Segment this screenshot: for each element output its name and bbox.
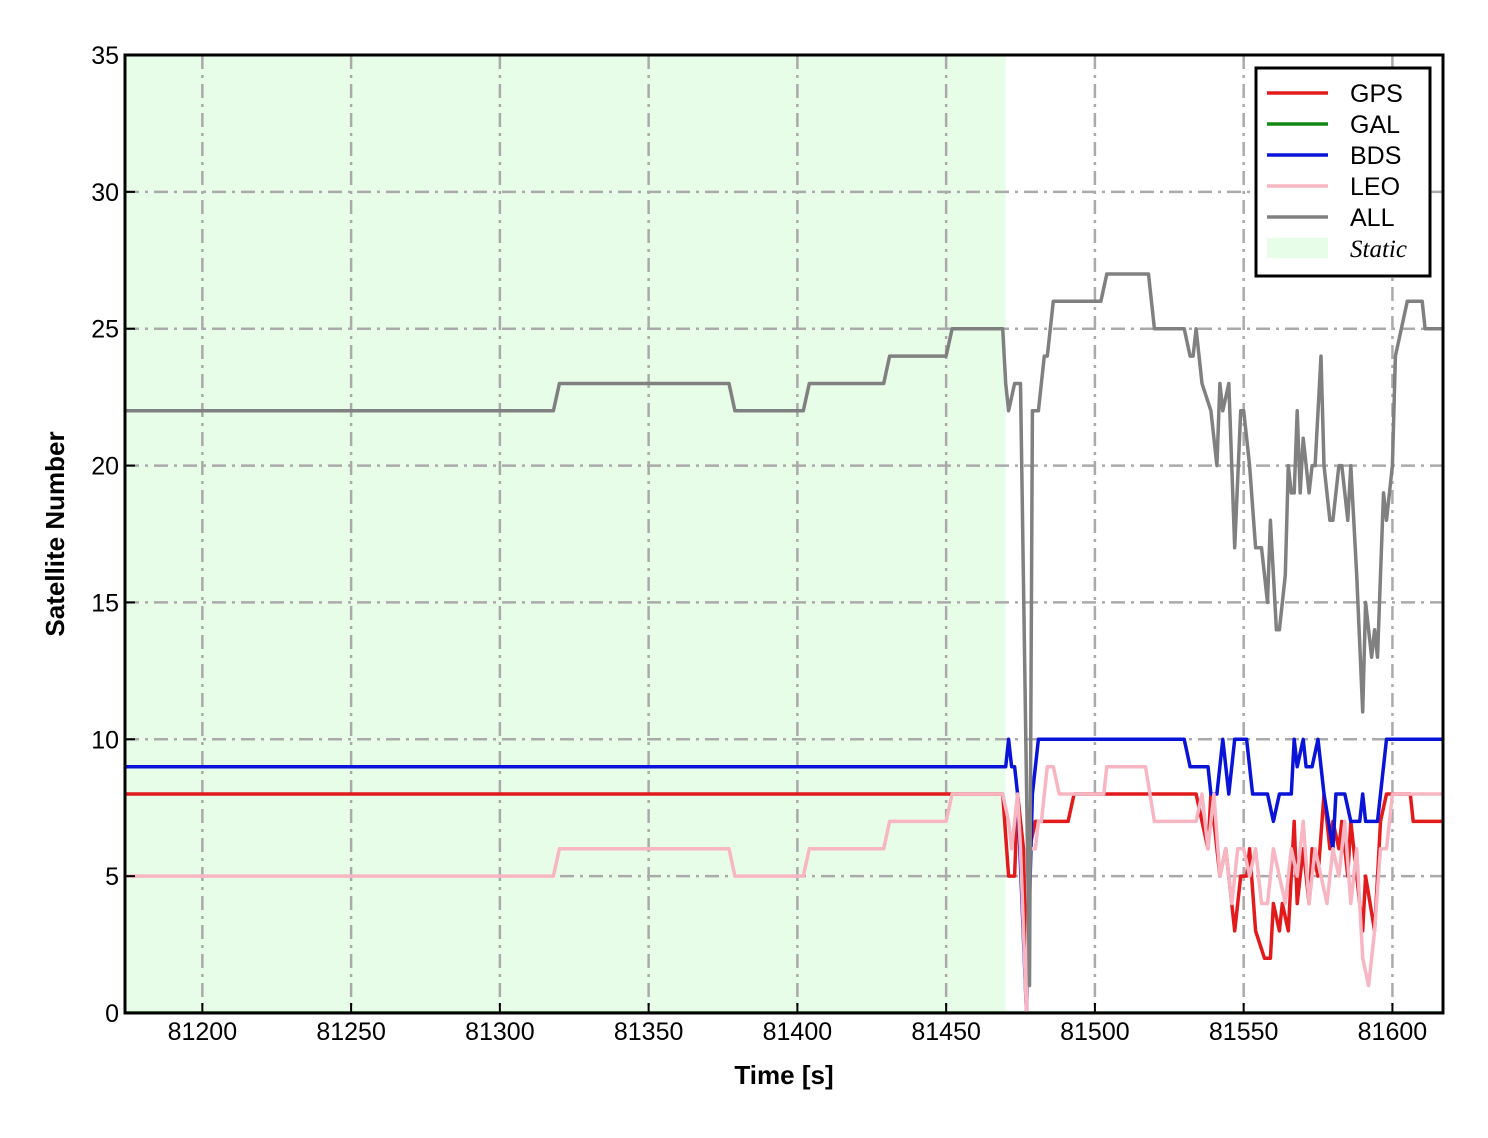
y-tick-label: 15 — [91, 589, 119, 617]
y-axis-label: Satellite Number — [40, 431, 70, 636]
x-tick-label: 81500 — [1060, 1018, 1130, 1046]
static-region — [125, 55, 1006, 1013]
legend-label: ALL — [1350, 204, 1395, 232]
x-tick-label: 81200 — [168, 1018, 238, 1046]
legend-label: GAL — [1350, 111, 1400, 139]
legend-label: LEO — [1350, 173, 1400, 201]
y-tick-label: 35 — [91, 42, 119, 70]
y-tick-label: 20 — [91, 453, 119, 481]
x-tick-label: 81400 — [763, 1018, 833, 1046]
legend-swatch — [1267, 238, 1328, 258]
x-tick-label: 81450 — [911, 1018, 981, 1046]
legend-label: GPS — [1350, 80, 1403, 108]
y-tick-label: 10 — [91, 726, 119, 754]
x-tick-label: 81350 — [614, 1018, 684, 1046]
y-tick-label: 25 — [91, 316, 119, 344]
y-tick-label: 5 — [105, 863, 119, 891]
x-tick-label: 81300 — [465, 1018, 535, 1046]
y-tick-label: 0 — [105, 1000, 119, 1028]
series-line — [125, 764, 1443, 1013]
plot-frame — [123, 53, 1445, 1015]
legend-label: Static — [1350, 236, 1407, 263]
legend-label: BDS — [1350, 142, 1401, 170]
x-tick-label: 81600 — [1358, 1018, 1428, 1046]
x-axis-label: Time [s] — [734, 1060, 833, 1090]
plot-area — [125, 55, 1443, 1013]
x-tick-label: 81550 — [1209, 1018, 1279, 1046]
y-tick-label: 30 — [91, 179, 119, 207]
legend: GPS GAL BDS LEO ALL Static — [1254, 66, 1432, 278]
x-tick-label: 81250 — [316, 1018, 386, 1046]
series-line — [125, 272, 1443, 988]
